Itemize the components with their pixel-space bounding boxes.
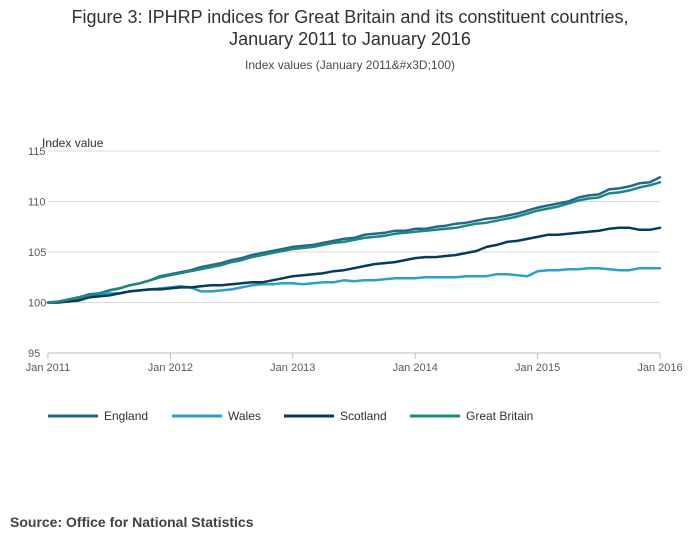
series-line-wales	[46, 266, 662, 304]
x-tick-label: Jan 2014	[393, 362, 438, 374]
source-note: Source: Office for National Statistics	[10, 514, 254, 530]
chart-title-line-2: January 2011 to January 2016	[229, 29, 471, 49]
x-tick-label: Jan 2015	[515, 362, 560, 374]
x-tick-label: Jan 2013	[270, 362, 315, 374]
y-tick-label: 115	[28, 146, 46, 158]
series-line-scotland	[46, 226, 662, 304]
legend-label-scotland: Scotland	[340, 409, 387, 423]
x-tick-label: Jan 2016	[637, 362, 682, 374]
legend-label-wales: Wales	[228, 409, 261, 423]
legend-label-england: England	[104, 409, 148, 423]
y-tick-label: 95	[28, 348, 40, 360]
chart-subtitle: Index values (January 2011&#x3D;100)	[245, 58, 455, 72]
x-tick-label: Jan 2012	[148, 362, 193, 374]
y-tick-label: 100	[28, 298, 46, 310]
y-tick-label: 105	[28, 247, 46, 259]
x-tick-label: Jan 2011	[26, 362, 70, 374]
y-tick-label: 110	[28, 197, 46, 209]
chart-title: Figure 3: IPHRP indices for Great Britai…	[0, 6, 700, 50]
legend-label-great-britain: Great Britain	[466, 409, 533, 423]
series-line-great-britain	[46, 181, 662, 304]
chart-title-line-1: Figure 3: IPHRP indices for Great Britai…	[71, 7, 629, 27]
y-axis-label: Index value	[42, 136, 104, 150]
